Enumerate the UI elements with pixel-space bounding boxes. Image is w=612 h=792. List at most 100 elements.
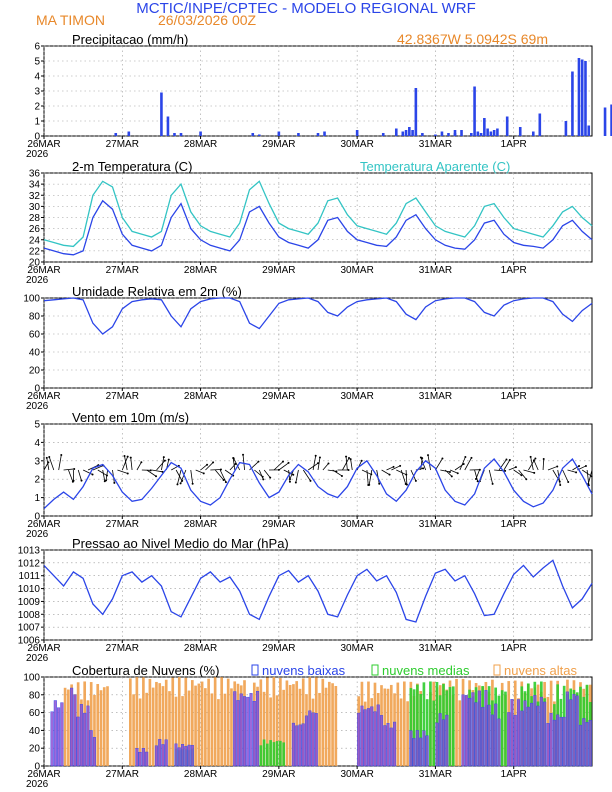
cloud-bar-nuvens-medias [272,742,276,766]
y-tick-label: 1008 [18,610,41,621]
y-tick-label: 1 [34,493,40,504]
x-tick-label: 29MAR [262,139,295,150]
cloud-bar-nuvens-altas [158,683,162,766]
cloud-bar-nuvens-baixas [530,702,534,767]
wind-arrow-head [504,469,507,472]
cloud-bar-nuvens-medias [279,740,282,766]
coords-label: 42.8367W 5.0942S 69m [397,31,548,47]
precip-bar [505,116,509,136]
cloud-bar-nuvens-baixas [174,743,178,767]
precip-bar [394,128,398,136]
precip-bar [404,130,408,136]
wind-arrow-head [427,454,430,457]
cloud-bar-nuvens-altas [102,687,106,766]
cloud-bar-nuvens-baixas [487,704,491,767]
wind-arrow [130,457,133,471]
temperature-line [43,199,593,256]
cloud-bar-nuvens-altas [406,701,409,766]
panel-title: 2-m Temperatura (C) [72,159,192,174]
cloud-bar-nuvens-baixas [536,705,540,767]
cloud-bar-nuvens-altas [458,700,462,766]
cloud-bar-nuvens-altas [321,678,325,766]
cloud-bar-nuvens-baixas [494,703,498,767]
x-tick-label: 30MAR [340,265,373,276]
cloud-bar-nuvens-medias [425,699,429,766]
wind-arrow-head [123,454,126,457]
cloud-bar-nuvens-baixas [565,691,569,767]
wind-arrow-head [349,458,352,461]
y-tick-label: 40 [29,348,41,359]
wind-arrow [156,460,166,471]
precip-bar [257,134,261,136]
y-tick-label: 60 [29,708,41,719]
wind-arrow [533,460,539,471]
y-tick-label: 32 [29,191,41,202]
cloud-bar-nuvens-baixas [233,691,237,767]
precip-bar [473,86,476,136]
x-tick-label: 26MAR [27,265,60,276]
cloud-bar-nuvens-altas [275,695,279,766]
wind-arrow-head [590,475,593,478]
x-tick-label: 1APR [501,391,527,402]
cloud-bar-nuvens-altas [210,693,214,766]
cloud-bar-nuvens-baixas [50,711,54,767]
panel-frame [43,676,593,767]
cloud-bar-nuvens-baixas [180,744,185,767]
wind-arrow [180,469,187,484]
x-tick-label: 31MAR [419,519,452,530]
cloud-bar-nuvens-baixas [435,722,439,767]
wind-arrow-head [567,480,570,483]
humidity-line [43,297,593,335]
x-tick-label: 28MAR [184,391,217,402]
wind-arrow-head [162,456,165,459]
wind-arrow-head [533,471,536,474]
wind-arrow-head [262,478,265,481]
wind-arrow-head [345,455,348,458]
y-tick-label: 20 [29,366,41,377]
wind-arrow [102,469,106,482]
cloud-bar-nuvens-baixas [242,696,247,767]
cloud-bar-nuvens-baixas [585,722,589,767]
precip-bar [531,131,535,136]
wind-arrow-head [476,480,479,483]
cloud-bar-nuvens-baixas [468,698,472,767]
wind-arrow-head [317,462,320,465]
cloud-bar-nuvens-altas [327,681,331,766]
precip-bar [381,133,385,136]
wind-arrow-head [242,453,245,456]
cloud-bar-nuvens-altas [288,685,292,766]
wind-arrow [400,469,407,485]
wind-arrow-head [368,483,371,486]
cloud-bar-nuvens-altas [171,677,175,766]
wind-arrow [82,469,93,475]
wind-arrow-head [206,463,209,466]
wind-arrow [68,469,74,482]
cloud-bar-nuvens-altas [168,691,171,766]
precip-bar [297,133,300,136]
wind-arrow [342,457,350,471]
cloud-bar-nuvens-baixas [301,723,305,767]
wind-arrow-head [224,481,227,484]
wind-arrow [97,469,108,476]
wind-arrow [508,466,517,471]
x-tick-label: 1APR [501,769,527,780]
cloud-bar-nuvens-baixas [461,694,465,767]
wind-arrow-head [556,465,559,468]
wind-arrow [513,469,522,476]
wind-arrow [210,469,221,471]
wind-arrow-head [202,472,205,475]
cloud-bar-nuvens-altas [318,692,321,766]
cloud-bar-nuvens-baixas [507,712,511,767]
wind-arrow-head [191,482,194,485]
cloud-bar-nuvens-baixas [484,690,488,767]
x-tick-label: 28MAR [184,139,217,150]
cloud-bar-nuvens-altas [272,677,276,766]
cloud-bar-nuvens-baixas [386,723,390,767]
cloud-bar-nuvens-altas [334,685,338,766]
precip-bar [571,71,574,136]
precip-bar [460,130,463,136]
wind-arrow-head [542,457,545,460]
cloud-bar-nuvens-baixas [252,701,256,767]
cloud-bar-nuvens-altas [324,687,328,766]
wind-arrow [572,465,580,471]
